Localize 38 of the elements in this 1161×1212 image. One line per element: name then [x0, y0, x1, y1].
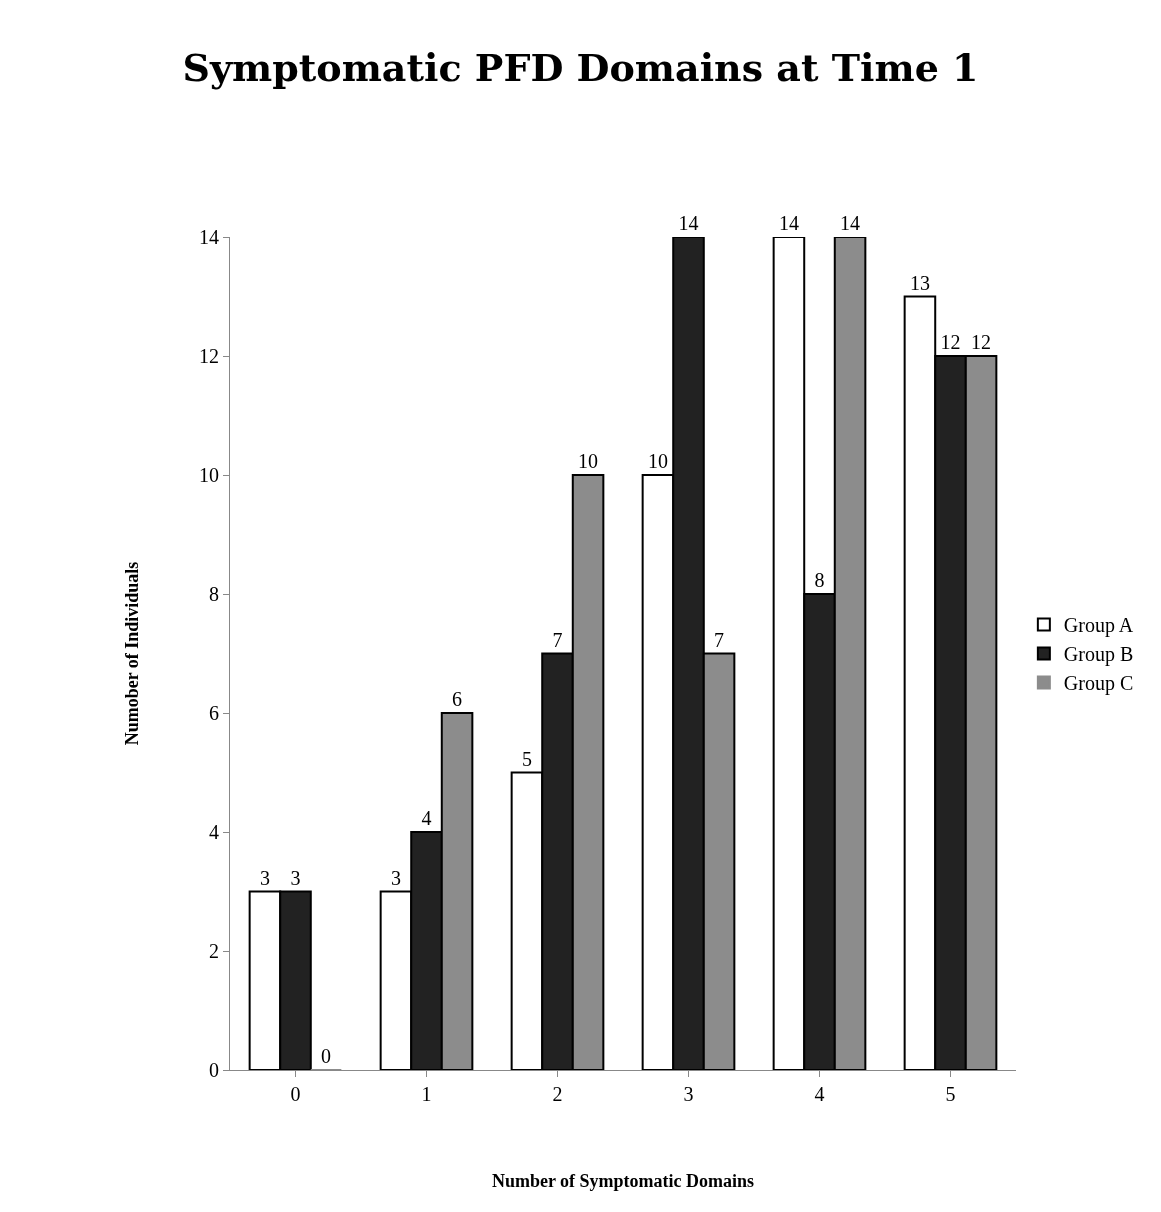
data-label: 14 — [778, 212, 799, 234]
y-tick-label: 6 — [209, 702, 219, 724]
data-label: 13 — [909, 271, 930, 294]
data-label: 10 — [578, 450, 599, 472]
data-label: 0 — [321, 1045, 332, 1067]
x-tick-label: 1 — [421, 1083, 432, 1105]
data-label: 6 — [452, 688, 463, 710]
y-tick-label: 14 — [199, 226, 219, 248]
data-label: 4 — [421, 807, 432, 829]
data-label: 5 — [521, 747, 532, 770]
x-axis-title: Number of Symptomatic Domains — [491, 1171, 755, 1192]
x-tick-label: 0 — [290, 1083, 301, 1105]
legend-label: Group B — [1063, 643, 1134, 667]
y-tick-label: 2 — [209, 940, 219, 962]
y-tick-label: 12 — [199, 345, 219, 367]
legend-label: Group A — [1063, 614, 1134, 638]
data-label: 3 — [390, 866, 401, 889]
data-label: 12 — [940, 331, 961, 353]
data-label: 14 — [678, 212, 699, 234]
data-label: 3 — [259, 866, 270, 889]
y-tick-label: 8 — [209, 583, 219, 605]
x-tick-label: 5 — [945, 1083, 956, 1105]
data-label: 14 — [840, 212, 861, 234]
data-label: 7 — [714, 628, 725, 651]
chart-title: Symptomatic PFD Domains at Time 1 — [182, 45, 979, 91]
legend-label: Group C — [1063, 672, 1134, 696]
x-tick-label: 2 — [552, 1083, 563, 1105]
data-label: 12 — [971, 331, 992, 353]
data-label: 7 — [552, 628, 563, 651]
y-tick-label: 10 — [199, 464, 219, 486]
y-axis-title: Numober of Individuals — [122, 561, 143, 746]
x-tick-label: 4 — [814, 1083, 825, 1105]
y-tick-label: 4 — [209, 821, 219, 843]
x-tick-label: 3 — [683, 1083, 694, 1105]
data-label: 10 — [647, 450, 668, 472]
y-tick-label: 0 — [209, 1059, 219, 1081]
data-label: 3 — [290, 866, 301, 889]
data-label: 8 — [814, 569, 825, 591]
